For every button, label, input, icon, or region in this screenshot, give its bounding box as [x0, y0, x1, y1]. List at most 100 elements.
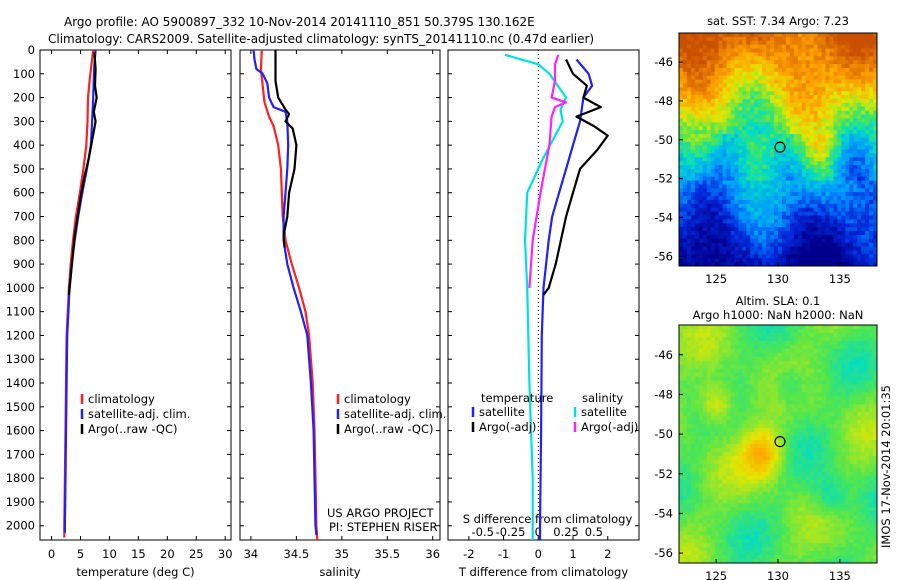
- map-cell: [742, 106, 747, 112]
- map-cell: [857, 340, 862, 346]
- map-cell: [821, 36, 826, 42]
- map-cell: [865, 404, 870, 409]
- map-cell: [849, 231, 854, 236]
- map-cell: [873, 137, 878, 143]
- map-cell: [781, 44, 787, 49]
- map-cell: [762, 71, 767, 77]
- map-cell: [706, 71, 712, 77]
- map-cell: [797, 36, 803, 42]
- map-cell: [785, 424, 791, 429]
- map-cell: [762, 254, 767, 259]
- map-cell: [738, 238, 743, 244]
- map-cell: [758, 360, 763, 366]
- map-cell: [722, 364, 727, 370]
- map-cell: [730, 231, 735, 236]
- map-cell: [706, 424, 712, 429]
- map-cell: [774, 400, 779, 405]
- map-cell: [865, 451, 870, 457]
- map-cell: [686, 356, 692, 362]
- map-cell: [682, 180, 688, 185]
- map-cell: [682, 79, 688, 84]
- map-cell: [853, 145, 858, 150]
- salinity-x-tick-label: 34: [244, 547, 259, 561]
- map-cell: [817, 188, 822, 193]
- map-cell: [837, 52, 842, 57]
- map-cell: [857, 130, 862, 135]
- map-cell: [734, 67, 739, 73]
- map-cell: [706, 184, 712, 189]
- map-cell: [742, 157, 747, 162]
- depth-tick-label: 100: [13, 67, 35, 81]
- map-cell: [785, 344, 791, 350]
- map-cell: [679, 447, 684, 453]
- map-cell: [841, 428, 846, 433]
- map-cell: [821, 165, 826, 170]
- map-cell: [754, 258, 759, 263]
- map-cell: [706, 384, 712, 389]
- map-cell: [742, 64, 747, 69]
- map-cell: [861, 262, 866, 267]
- map-cell: [813, 428, 818, 433]
- map-cell: [710, 336, 716, 342]
- map-cell: [801, 455, 807, 461]
- map-cell: [718, 380, 723, 385]
- map-cell: [679, 126, 684, 131]
- map-cell: [694, 60, 700, 65]
- map-cell: [754, 60, 759, 65]
- map-cell: [714, 126, 719, 131]
- map-cell: [817, 392, 822, 397]
- figure-title-line2: Climatology: CARS2009. Satellite-adjuste…: [48, 32, 594, 46]
- map-cell: [742, 36, 747, 42]
- map-cell: [738, 83, 743, 88]
- map-cell: [770, 360, 775, 366]
- map-cell: [774, 459, 779, 465]
- map-cell: [774, 106, 779, 112]
- map-cell: [750, 258, 755, 263]
- map-cell: [833, 87, 838, 92]
- map-cell: [770, 451, 775, 457]
- map-cell: [789, 328, 795, 334]
- map-cell: [793, 364, 799, 370]
- map-cell: [690, 376, 696, 381]
- map-cell: [813, 60, 818, 65]
- map-cell: [825, 262, 830, 267]
- map-cell: [817, 215, 822, 220]
- map-cell: [686, 428, 692, 433]
- map-cell: [825, 408, 830, 413]
- map-cell: [734, 336, 739, 342]
- map-cell: [825, 420, 830, 425]
- map-cell: [690, 67, 696, 73]
- map-cell: [873, 368, 878, 373]
- map-cell: [825, 376, 830, 381]
- map-cell: [682, 168, 688, 174]
- map-cell: [706, 203, 712, 209]
- map-cell: [825, 106, 830, 112]
- map-cell: [789, 87, 795, 92]
- map-cell: [833, 352, 838, 358]
- map-cell: [845, 231, 850, 236]
- map-cell: [857, 424, 862, 429]
- map-cell: [873, 141, 878, 147]
- depth-tick-label: 1700: [6, 447, 35, 461]
- map-cell: [694, 376, 700, 381]
- map-cell: [853, 114, 858, 119]
- map-cell: [718, 404, 723, 409]
- map-cell: [817, 33, 822, 38]
- map-cell: [837, 44, 842, 49]
- map-cell: [714, 83, 719, 88]
- map-cell: [797, 207, 803, 213]
- map-cell: [694, 110, 700, 115]
- map-cell: [797, 376, 803, 381]
- map-cell: [694, 153, 700, 158]
- map-cell: [805, 254, 811, 259]
- map-cell: [797, 203, 803, 209]
- map-cell: [754, 157, 759, 162]
- map-cell: [698, 99, 704, 104]
- map-cell: [821, 360, 826, 366]
- map-cell: [817, 196, 822, 201]
- map-cell: [726, 215, 731, 220]
- map-cell: [762, 344, 767, 350]
- map-cell: [710, 364, 716, 370]
- map-cell: [789, 83, 795, 88]
- map-cell: [825, 130, 830, 135]
